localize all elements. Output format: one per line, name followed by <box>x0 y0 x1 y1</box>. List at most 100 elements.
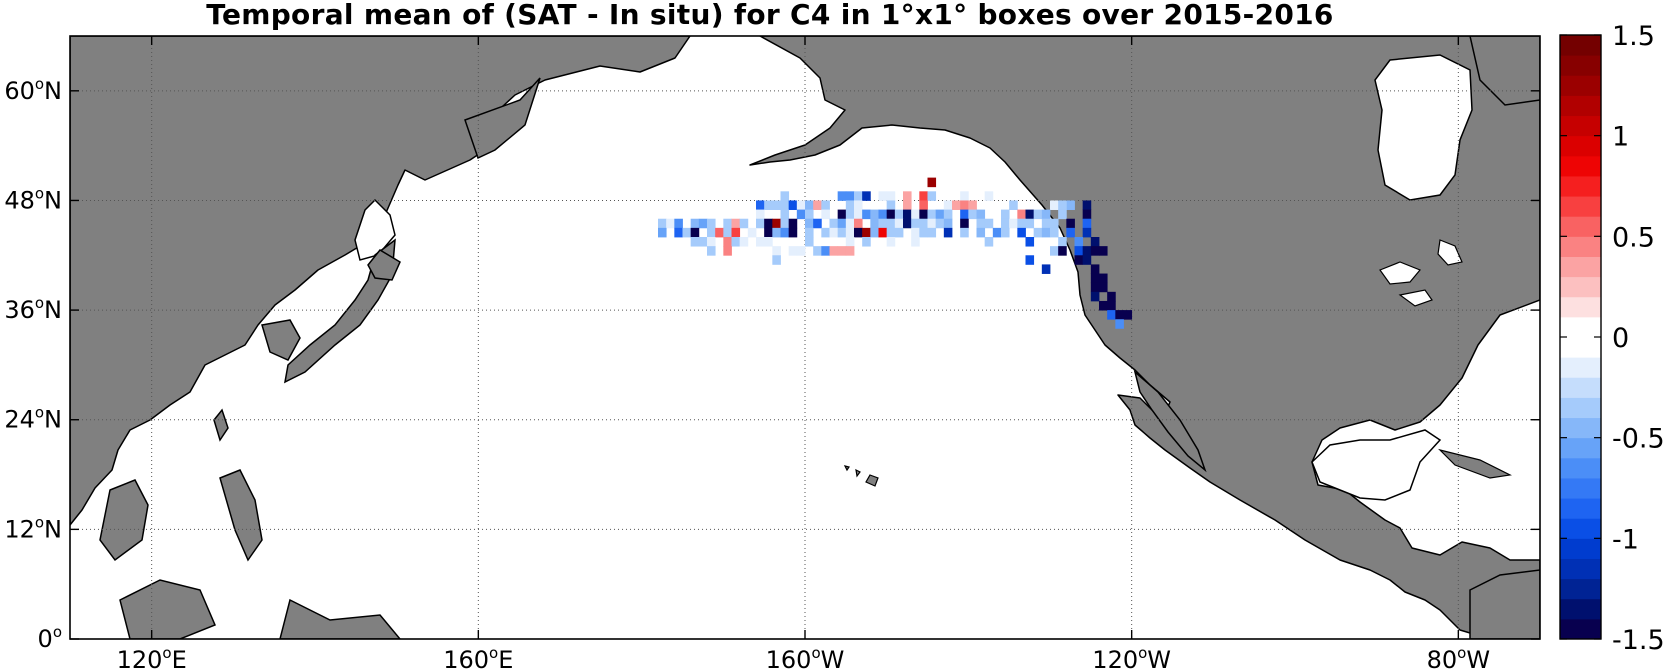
colorbar-segment <box>1560 196 1601 217</box>
data-cell <box>813 200 822 210</box>
data-cell <box>903 200 912 210</box>
data-cell <box>927 227 937 238</box>
colorbar-segment <box>1560 236 1601 257</box>
data-cell <box>764 200 773 210</box>
data-cell <box>886 200 896 210</box>
data-cell <box>772 227 781 238</box>
data-cell <box>960 191 969 201</box>
data-cell <box>780 218 790 229</box>
data-cell <box>674 227 683 238</box>
colorbar-segment <box>1560 598 1601 620</box>
data-cell <box>1115 310 1124 320</box>
data-cell <box>854 191 863 201</box>
data-cell <box>698 218 708 229</box>
data-cell <box>731 237 741 247</box>
data-cell <box>796 200 806 210</box>
land-hawaii <box>843 465 879 487</box>
data-cell <box>911 237 920 247</box>
data-cell <box>878 191 888 201</box>
data-cell <box>984 218 994 229</box>
data-cell <box>886 218 896 229</box>
data-cell <box>943 218 953 229</box>
data-cell <box>1001 218 1010 229</box>
data-cell <box>1082 227 1092 238</box>
data-cell <box>756 209 765 220</box>
data-cell <box>894 209 904 220</box>
colorbar-segment <box>1560 417 1601 439</box>
water-great-lakes <box>1379 239 1463 307</box>
data-cell <box>919 218 928 229</box>
x-tick-label: 120oW <box>1092 644 1171 670</box>
data-cell <box>911 218 920 229</box>
data-cell <box>1017 218 1026 229</box>
data-cell <box>1025 209 1035 220</box>
graticule <box>70 36 1540 639</box>
data-cell <box>943 200 953 210</box>
data-cell <box>1099 282 1108 293</box>
data-cell <box>854 227 863 238</box>
data-cell <box>1025 237 1035 247</box>
data-cell <box>1058 246 1067 256</box>
data-cell <box>837 246 847 256</box>
data-cell <box>1050 246 1059 256</box>
data-cell <box>829 218 839 229</box>
colorbar-segment <box>1560 397 1601 419</box>
land-newguinea <box>279 598 401 639</box>
data-cell <box>837 227 847 238</box>
data-cell <box>707 227 716 238</box>
data-cell <box>1041 218 1051 229</box>
land-layer <box>70 36 1540 639</box>
data-cell <box>780 191 790 201</box>
data-cell <box>845 209 855 220</box>
y-tick-label: 48oN <box>4 184 62 214</box>
colorbar-tick-label: -1 <box>1612 524 1639 555</box>
colorbar-segment <box>1560 95 1601 117</box>
y-tick-label: 60oN <box>4 75 62 105</box>
y-tick-label: 12oN <box>4 513 62 543</box>
data-cell <box>1050 218 1059 229</box>
data-cell <box>756 218 765 229</box>
data-cell <box>862 227 871 238</box>
data-cell <box>764 218 773 229</box>
data-cell <box>813 246 822 256</box>
data-cell <box>707 237 716 247</box>
data-cell <box>772 200 781 210</box>
land-korea <box>261 319 301 361</box>
data-cell <box>1009 218 1018 229</box>
colorbar-segment <box>1560 35 1601 56</box>
land-indochina <box>99 479 149 562</box>
data-cell <box>968 209 977 220</box>
data-cell <box>943 227 953 238</box>
land-sakhalin <box>354 198 396 261</box>
data-cell <box>813 218 822 229</box>
data-cell <box>960 209 969 220</box>
data-cell <box>878 227 888 238</box>
data-cell <box>780 209 790 220</box>
data-cell <box>1123 310 1133 320</box>
y-tick-label: 0o <box>38 623 62 653</box>
data-cell <box>772 218 781 229</box>
data-cell <box>1090 273 1100 284</box>
data-cell <box>780 200 790 210</box>
y-tick-label: 36oN <box>4 294 62 324</box>
data-cell <box>845 218 855 229</box>
colorbar-segment <box>1560 538 1601 559</box>
data-cell <box>1074 237 1084 247</box>
data-cell <box>903 209 912 220</box>
data-cell <box>862 237 871 247</box>
colorbar-segment <box>1560 216 1601 237</box>
data-cell <box>992 227 1002 238</box>
data-cell <box>723 218 732 229</box>
data-cell <box>1050 227 1059 238</box>
data-cell <box>878 209 888 220</box>
data-cell <box>772 255 781 265</box>
data-cell <box>756 237 765 247</box>
colorbar-segment <box>1560 457 1601 479</box>
x-tick-label: 80oW <box>1427 644 1490 670</box>
data-cell <box>1107 300 1116 311</box>
data-cell <box>1017 209 1026 220</box>
data-cell <box>976 209 986 220</box>
data-cell <box>1090 246 1100 256</box>
data-cell <box>976 227 986 238</box>
data-cell <box>870 209 879 220</box>
